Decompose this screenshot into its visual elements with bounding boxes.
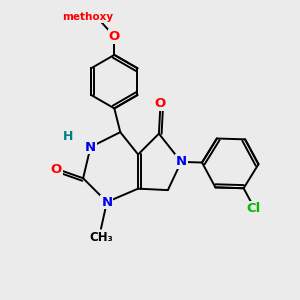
Text: N: N: [101, 196, 112, 208]
Text: N: N: [85, 140, 96, 154]
Text: O: O: [155, 98, 166, 110]
Text: CH₃: CH₃: [89, 231, 113, 244]
Text: N: N: [176, 155, 187, 168]
Text: O: O: [109, 30, 120, 43]
Text: Cl: Cl: [246, 202, 261, 215]
Text: methoxy: methoxy: [62, 12, 113, 22]
Text: O: O: [51, 163, 62, 176]
Text: H: H: [63, 130, 74, 143]
